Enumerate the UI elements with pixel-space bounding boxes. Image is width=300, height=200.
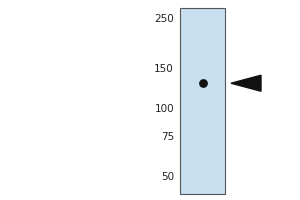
Text: 150: 150 [154, 64, 174, 74]
Text: 50: 50 [161, 172, 174, 182]
Bar [180, 8, 225, 194]
Text: 75: 75 [161, 132, 174, 142]
Text: 100: 100 [154, 104, 174, 114]
Point [200, 82, 205, 85]
Text: 250: 250 [154, 14, 174, 24]
Polygon shape [231, 75, 261, 91]
